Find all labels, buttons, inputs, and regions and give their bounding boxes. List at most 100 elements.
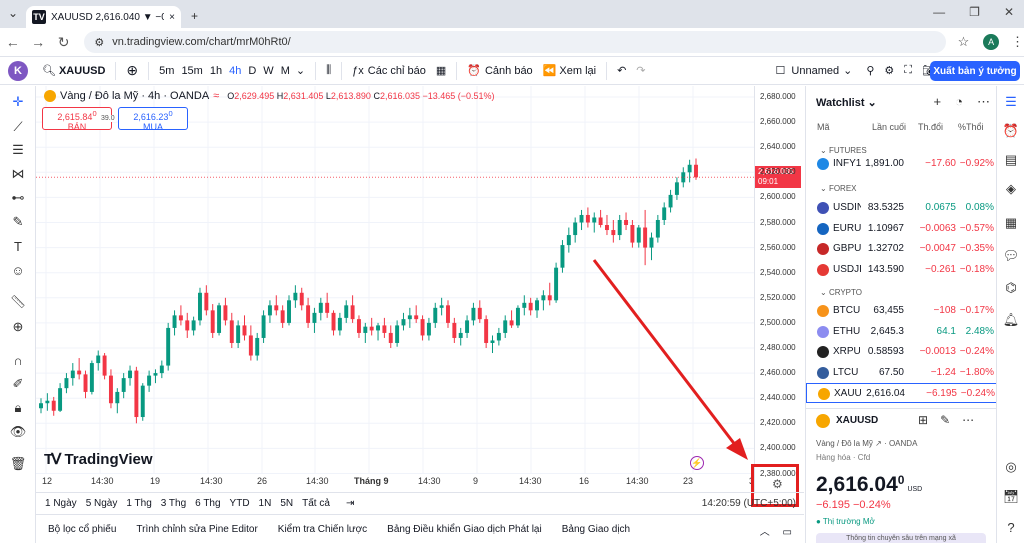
new-tab-icon[interactable]: + [191,9,199,23]
interval-15m[interactable]: 15m [181,64,203,77]
fullscreen-icon[interactable]: ⛶ [904,64,912,76]
settings-gear-icon[interactable]: ⚙ [884,65,895,77]
watchlist-icon[interactable]: ☰ [1005,94,1017,109]
bookmark-star-icon[interactable]: ☆ [957,34,970,49]
range-1m[interactable]: 1 Thg [126,498,152,509]
range-3m[interactable]: 3 Thg [160,498,187,509]
emoji-icon[interactable]: ☺ [11,262,25,278]
layout-dropdown-icon[interactable]: ⌄ [843,65,853,77]
highlighted-chart-settings[interactable]: ⚙ [751,464,799,507]
range-ytd[interactable]: YTD [229,498,250,509]
tab-pine-editor[interactable]: Trình chỉnh sửa Pine Editor [136,523,258,535]
candle-type-icon[interactable]: ⫼ [326,64,332,76]
lightning-icon[interactable]: ⚡ [690,456,704,470]
hotlists-icon[interactable]: ▦ [1004,215,1018,230]
interval-dropdown-icon[interactable]: ⌄ [295,65,306,77]
tab-trading-panel[interactable]: Bảng Giao dịch [561,523,631,535]
detail-edit-icon[interactable]: ✎ [940,413,951,427]
detail-symbol[interactable]: XAUUSD [836,415,879,426]
minimize-icon[interactable]: — [933,5,946,19]
layout-name-button[interactable]: Unnamed [791,64,840,77]
detail-grid-icon[interactable]: ⊞ [918,413,929,427]
forward-icon[interactable]: → [31,34,46,50]
templates-icon[interactable]: ▦ [435,65,447,77]
restore-icon[interactable]: ❐ [969,5,980,19]
replay-button[interactable]: Xem lại [559,64,597,77]
watchlist-row[interactable]: XRPU 0.58593 −0.0013 −0.24% [806,342,996,362]
range-5d[interactable]: 5 Ngày [85,498,118,509]
close-window-icon[interactable]: ✕ [1003,5,1014,19]
header-symbol[interactable]: Mã [817,122,830,132]
user-avatar[interactable]: K [8,60,28,81]
forecast-icon[interactable]: ⊷ [11,190,25,205]
tab-close-icon[interactable]: × [169,11,175,23]
signal-icon[interactable]: ◎ [1005,459,1017,474]
interval-4h[interactable]: 4h [229,64,242,77]
lock-drawing-icon[interactable]: ✐ [12,376,24,391]
header-percent[interactable]: %Thổi [958,122,984,132]
browser-tab[interactable]: TV XAUUSD 2,616.040 ▼ −0.24% U × [26,6,181,28]
alert-clock-icon[interactable]: ⏰ [467,65,481,77]
redo-icon[interactable]: ↷ [636,65,646,77]
section-forex[interactable]: ⌄ FOREX [820,184,857,193]
alerts-button[interactable]: Cảnh báo [484,64,533,77]
quick-search-icon[interactable]: ⚲ [866,65,875,77]
data-window-icon[interactable]: ▤ [1004,152,1018,167]
indicators-button[interactable]: Các chỉ báo [367,64,426,77]
pattern-icon[interactable]: ⋈ [11,166,25,181]
fib-retracement-icon[interactable]: ☰ [12,142,24,157]
magnet-icon[interactable]: ∩ [13,352,23,368]
advanced-view-icon[interactable]: ◔ [955,94,963,109]
maximize-panel-icon[interactable]: ▭ [782,527,792,538]
price-axis[interactable]: 2,616.035 09:01 2,680.000 2,660.000 2,640.… [754,86,804,494]
timezone-clock[interactable]: 14:20:59 (UTC+5:00) [701,498,796,509]
tab-list-chevron-icon[interactable]: ⌄ [8,6,19,20]
range-5y[interactable]: 5N [280,498,294,509]
trend-line-icon[interactable]: ⟋ [13,119,23,134]
expand-panel-icon[interactable]: ︿ [759,527,770,538]
brush-icon[interactable]: ✎ [12,214,24,229]
tab-replay-trading[interactable]: Bảng Điều khiển Giao dịch Phát lại [387,523,542,535]
layers-icon[interactable]: ◈ [1006,181,1016,196]
replay-icon[interactable]: ⏪ [542,65,557,77]
calendar-icon[interactable]: 📅︎ [1002,489,1020,504]
watchlist-row[interactable]: USDIN 83.5325 0.0675 0.08% [806,198,996,218]
profile-avatar[interactable]: A [983,34,999,50]
undo-icon[interactable]: ↶ [617,65,627,77]
social-insights-banner[interactable]: Thông tin chuyên sâu trên mạng xã [816,533,986,543]
header-last[interactable]: Lần cuối [872,122,907,132]
indicators-icon[interactable]: ƒx [352,64,364,77]
range-6m[interactable]: 6 Thg [195,498,221,509]
trash-icon[interactable]: 🗑︎ [9,456,27,471]
watchlist-row[interactable]: GBPU 1.32702 −0.0047 −0.35% [806,239,996,259]
range-1y[interactable]: 1N [258,498,272,509]
tab-strategy-tester[interactable]: Kiểm tra Chiến lược [277,523,368,535]
watchlist-row[interactable]: XAUU 2,616.04 −6.195 −0.24% [806,383,996,403]
crosshair-icon[interactable]: ✛ [12,94,24,109]
go-to-date-icon[interactable]: ⇥ [345,498,355,509]
detail-name[interactable]: Vàng / Đô la Mỹ ↗ · OANDA [816,439,918,448]
symbol-search-icon[interactable]: 🔍︎ [42,65,56,77]
eye-icon[interactable]: 👁︎ [9,424,27,439]
ideas-icon[interactable]: ⌬ [1005,280,1017,295]
price-chart[interactable] [36,86,754,494]
interval-d[interactable]: D [248,64,257,77]
header-change[interactable]: Th.đổi [918,122,944,132]
watchlist-row[interactable]: LTCU 67.50 −1.24 −1.80% [806,363,996,383]
site-info-icon[interactable]: ⚙ [94,36,105,49]
notifications-bell-icon[interactable]: 🔔︎ [1002,312,1020,327]
chart-pane[interactable]: Vàng / Đô la Mỹ · 4h · OANDA ≈ O2,629.49… [36,86,754,494]
back-icon[interactable]: ← [5,34,20,50]
symbol-search-button[interactable]: XAUUSD [58,64,106,77]
interval-1h[interactable]: 1h [209,64,223,77]
time-axis[interactable]: 12 14:30 19 14:30 26 14:30 Tháng 9 14:30 9 14:30 1… [36,474,754,492]
tradingview-logo[interactable]: T𝖵 TradingView [44,450,153,469]
legend-visibility-icon[interactable]: ≈ [213,90,220,102]
chat-icon[interactable]: 💬︎ [1002,248,1020,263]
detail-more-icon[interactable]: ⋯ [962,413,975,427]
compare-symbol-icon[interactable]: ⊕ [126,62,139,78]
alerts-clock-icon[interactable]: ⏰ [1002,123,1020,138]
range-1d[interactable]: 1 Ngày [45,498,77,509]
range-all[interactable]: Tất cả [302,498,330,509]
url-field[interactable]: ⚙ vn.tradingview.com/chart/mrM0hRt0/ [84,31,946,53]
